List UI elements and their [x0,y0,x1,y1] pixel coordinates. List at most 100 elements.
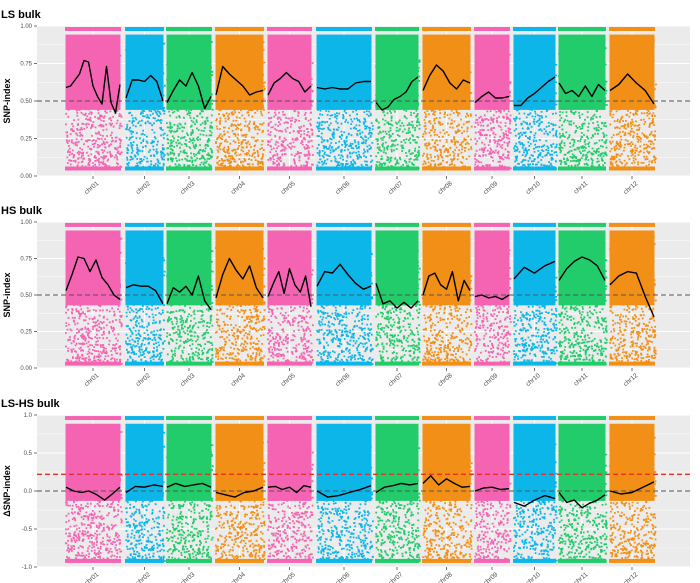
scatter-markers [609,233,657,366]
upper-marker-band [474,222,510,227]
panel-title: LS-HS bulk [1,398,61,410]
snp-index-line-chr07 [375,76,419,111]
x-tick-label: chr09 [482,571,499,583]
scatter-markers [215,236,266,366]
x-tick-label: chr01 [83,180,100,196]
x-tick-label: chr03 [179,372,196,388]
chromosome-strip-chr07 [375,222,421,366]
x-tick-label: chr03 [179,571,196,583]
snp-index-line-chr03 [166,71,212,110]
upper-marker-band [215,27,264,31]
snp-index-line-chr09 [474,91,510,104]
panel-1: LS bulk 0.00 0.25 0.50 0.75 1.00 SNP-index chr0… [1,9,690,196]
x-tick-label: chr07 [387,180,404,196]
chromosome-strip-chr06 [316,416,374,563]
x-tick-label: chr10 [525,372,542,388]
snp-index-line-chr11 [558,82,606,98]
scatter-markers [65,37,123,171]
x-tick-label: chr12 [622,180,639,196]
scatter-markers [422,424,473,562]
dense-marker-area [166,423,212,501]
upper-marker-band [215,222,264,227]
x-tick-label: chr11 [573,372,590,388]
chromosome-strip-chr03 [166,222,214,366]
dense-marker-area [558,34,606,110]
scatter-markers [65,232,123,365]
x-tick-label: chr05 [280,571,297,583]
upper-marker-band [267,27,312,31]
y-tick-label: -1.0 [22,565,33,571]
lower-marker-band [166,166,212,171]
x-tick-label: chr02 [135,372,152,388]
snp-index-line-chr07 [375,482,419,494]
dense-marker-area [215,423,264,501]
scatter-markers [215,40,266,171]
upper-marker-band [125,27,164,31]
upper-marker-band [125,222,164,227]
scatter-markers [125,241,166,365]
upper-marker-band [609,416,655,421]
snp-index-line-chr01 [65,486,121,501]
scatter-markers [316,234,374,366]
snp-index-line-chr12 [609,73,655,105]
upper-marker-band [513,27,556,31]
x-tick-label: chr06 [334,372,351,388]
scatter-markers [513,434,558,563]
y-tick-label: 0.25 [20,330,32,336]
x-tick-label: chr03 [179,180,196,196]
lower-marker-band [267,361,312,366]
y-tick-label: 0.00 [20,366,32,372]
chromosome-strip-chr08 [422,416,473,563]
upper-marker-band [422,416,471,421]
chromosome-strip-chr05 [267,222,314,366]
upper-marker-band [513,222,556,227]
x-tick-label: chr06 [334,180,351,196]
upper-marker-band [422,222,471,227]
scatter-markers [375,230,421,366]
y-tick-label: -0.5 [22,527,33,533]
snp-index-line-chr10 [513,260,556,280]
snp-index-line-chr08 [422,270,471,302]
chromosome-strip-chr11 [558,27,608,171]
x-tick-label: chr02 [135,571,152,583]
upper-marker-band [474,27,510,31]
chromosome-strip-chr12 [609,222,657,366]
scatter-markers [513,35,558,171]
lower-marker-band [316,166,372,171]
x-tick-label: chr12 [622,571,639,583]
y-tick-label: 0.75 [20,62,32,68]
lower-marker-band [166,558,212,563]
upper-marker-band [558,416,606,421]
scatter-markers [316,428,374,563]
x-tick-label: chr11 [573,180,590,196]
scatter-markers [558,424,608,563]
x-tick-label: chr10 [525,180,542,196]
upper-marker-band [375,416,419,421]
upper-marker-band [65,27,121,31]
chromosome-strip-chr12 [609,416,657,563]
x-tick-label: chr01 [83,571,100,583]
upper-marker-band [609,222,655,227]
lower-marker-band [422,166,471,171]
scatter-markers [125,426,166,562]
scatter-markers [65,426,123,563]
snp-index-line-chr08 [422,475,471,488]
snp-index-line-chr03 [166,275,212,311]
upper-marker-band [558,222,606,227]
dense-marker-area [513,34,556,110]
snp-index-line-chr02 [125,484,164,494]
y-axis-label: SNP-index [2,272,12,317]
y-tick-label: 0.25 [20,137,32,143]
upper-marker-band [166,416,212,421]
scatter-markers [474,239,512,365]
upper-marker-band [125,416,164,421]
x-tick-label: chr09 [482,180,499,196]
upper-marker-band [65,416,121,421]
snp-index-line-chr06 [316,485,372,498]
x-tick-label: chr12 [622,372,639,388]
snp-index-line-chr02 [125,74,164,102]
upper-marker-band [375,222,419,227]
panel-title: LS bulk [1,9,42,21]
scatter-markers [558,231,608,366]
dense-marker-area [513,423,556,501]
